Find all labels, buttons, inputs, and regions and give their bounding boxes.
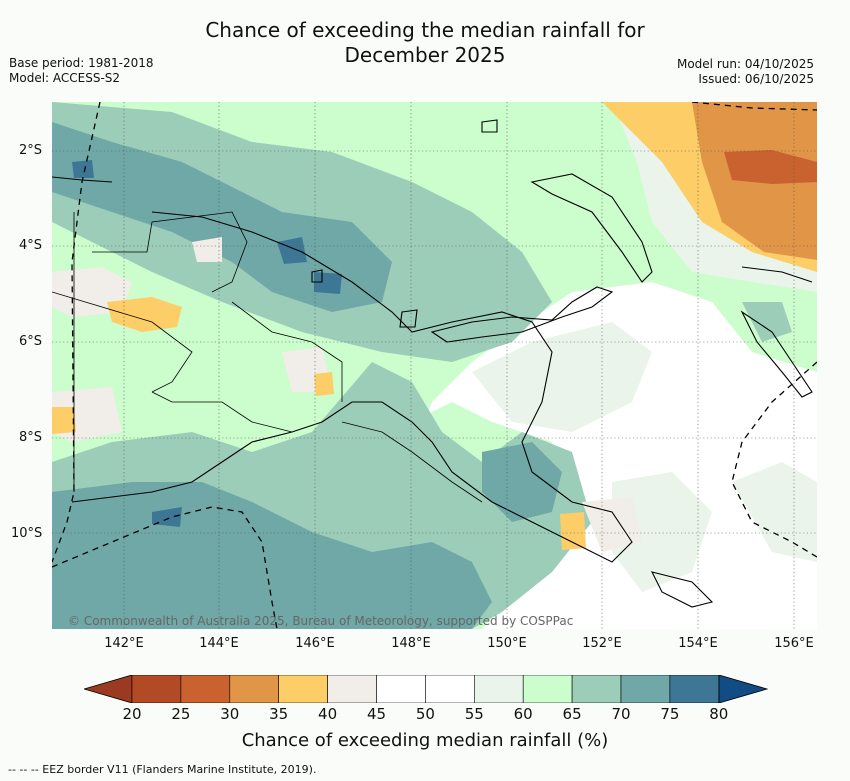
colorbar-tick-label: 40 <box>318 705 338 723</box>
map-title: Chance of exceeding the median rainfall … <box>0 18 850 68</box>
colorbar-swatch <box>229 675 280 703</box>
colorbar-swatch <box>669 675 720 703</box>
colorbar-tick-label: 80 <box>709 705 729 723</box>
colorbar-tick-label: 25 <box>171 705 191 723</box>
lon-label-152e: 152°E <box>582 636 622 651</box>
lat-label-4s: 4°S <box>19 238 43 253</box>
lon-label-146e: 146°E <box>295 636 335 651</box>
colorbar-swatch <box>131 675 182 703</box>
colorbar-tick-label: 70 <box>611 705 631 723</box>
meta-left: Base period: 1981-2018 Model: ACCESS-S2 <box>9 56 154 86</box>
colorbar-tick-label: 65 <box>562 705 582 723</box>
lon-label-144e: 144°E <box>199 636 239 651</box>
colorbar-label: Chance of exceeding median rainfall (%) <box>241 730 609 751</box>
colorbar-under-arrow <box>84 675 133 703</box>
colorbar-tick-label: 55 <box>464 705 484 723</box>
eez-footer-note: -- -- -- EEZ border V11 (Flanders Marine… <box>8 763 317 776</box>
colorbar-tick-label: 30 <box>220 705 240 723</box>
lat-label-2s: 2°S <box>19 143 43 158</box>
colorbar-swatch <box>473 675 524 703</box>
lon-label-156e: 156°E <box>774 636 814 651</box>
graticule <box>52 102 817 629</box>
lon-label-142e: 142°E <box>104 636 144 651</box>
colorbar-swatch <box>620 675 671 703</box>
title-line-1: Chance of exceeding the median rainfall … <box>205 18 645 42</box>
coastlines <box>52 119 813 608</box>
rainfall-map <box>52 102 817 629</box>
colorbar-swatches <box>131 675 720 703</box>
colorbar-tick-label: 50 <box>415 705 435 723</box>
zone-75-80 <box>72 160 342 527</box>
colorbar-tick-label: 45 <box>366 705 387 723</box>
title-line-2: December 2025 <box>344 43 506 67</box>
colorbar-swatch <box>180 675 231 703</box>
colorbar-tick-label: 75 <box>660 705 680 723</box>
province-borders <box>52 211 483 503</box>
colorbar-tick-label: 35 <box>269 705 289 723</box>
lon-label-154e: 154°E <box>678 636 718 651</box>
meta-right: Model run: 04/10/2025 Issued: 06/10/2025 <box>677 57 814 87</box>
colorbar-swatch <box>571 675 622 703</box>
base-period: Base period: 1981-2018 <box>9 56 154 70</box>
colorbar-tick-label: 60 <box>513 705 533 723</box>
lat-label-6s: 6°S <box>19 334 43 349</box>
colorbar-swatch <box>376 675 426 703</box>
eez-borders <box>52 102 817 629</box>
lat-label-8s: 8°S <box>19 430 43 445</box>
colorbar-swatch <box>327 675 377 703</box>
lon-label-148e: 148°E <box>391 636 431 651</box>
issued-date: Issued: 06/10/2025 <box>698 72 814 86</box>
model-name: Model: ACCESS-S2 <box>9 71 121 85</box>
colorbar-over-arrow <box>718 675 768 703</box>
model-run: Model run: 04/10/2025 <box>676 57 814 71</box>
colorbar <box>84 675 768 703</box>
copyright-notice: © Commonwealth of Australia 2025, Bureau… <box>68 614 574 628</box>
colorbar-swatch <box>425 675 475 703</box>
colorbar-swatch <box>278 675 328 703</box>
lat-label-10s: 10°S <box>11 526 43 541</box>
colorbar-tick-label: 20 <box>122 705 142 723</box>
colorbar-swatch <box>522 675 573 703</box>
lon-label-150e: 150°E <box>487 636 527 651</box>
